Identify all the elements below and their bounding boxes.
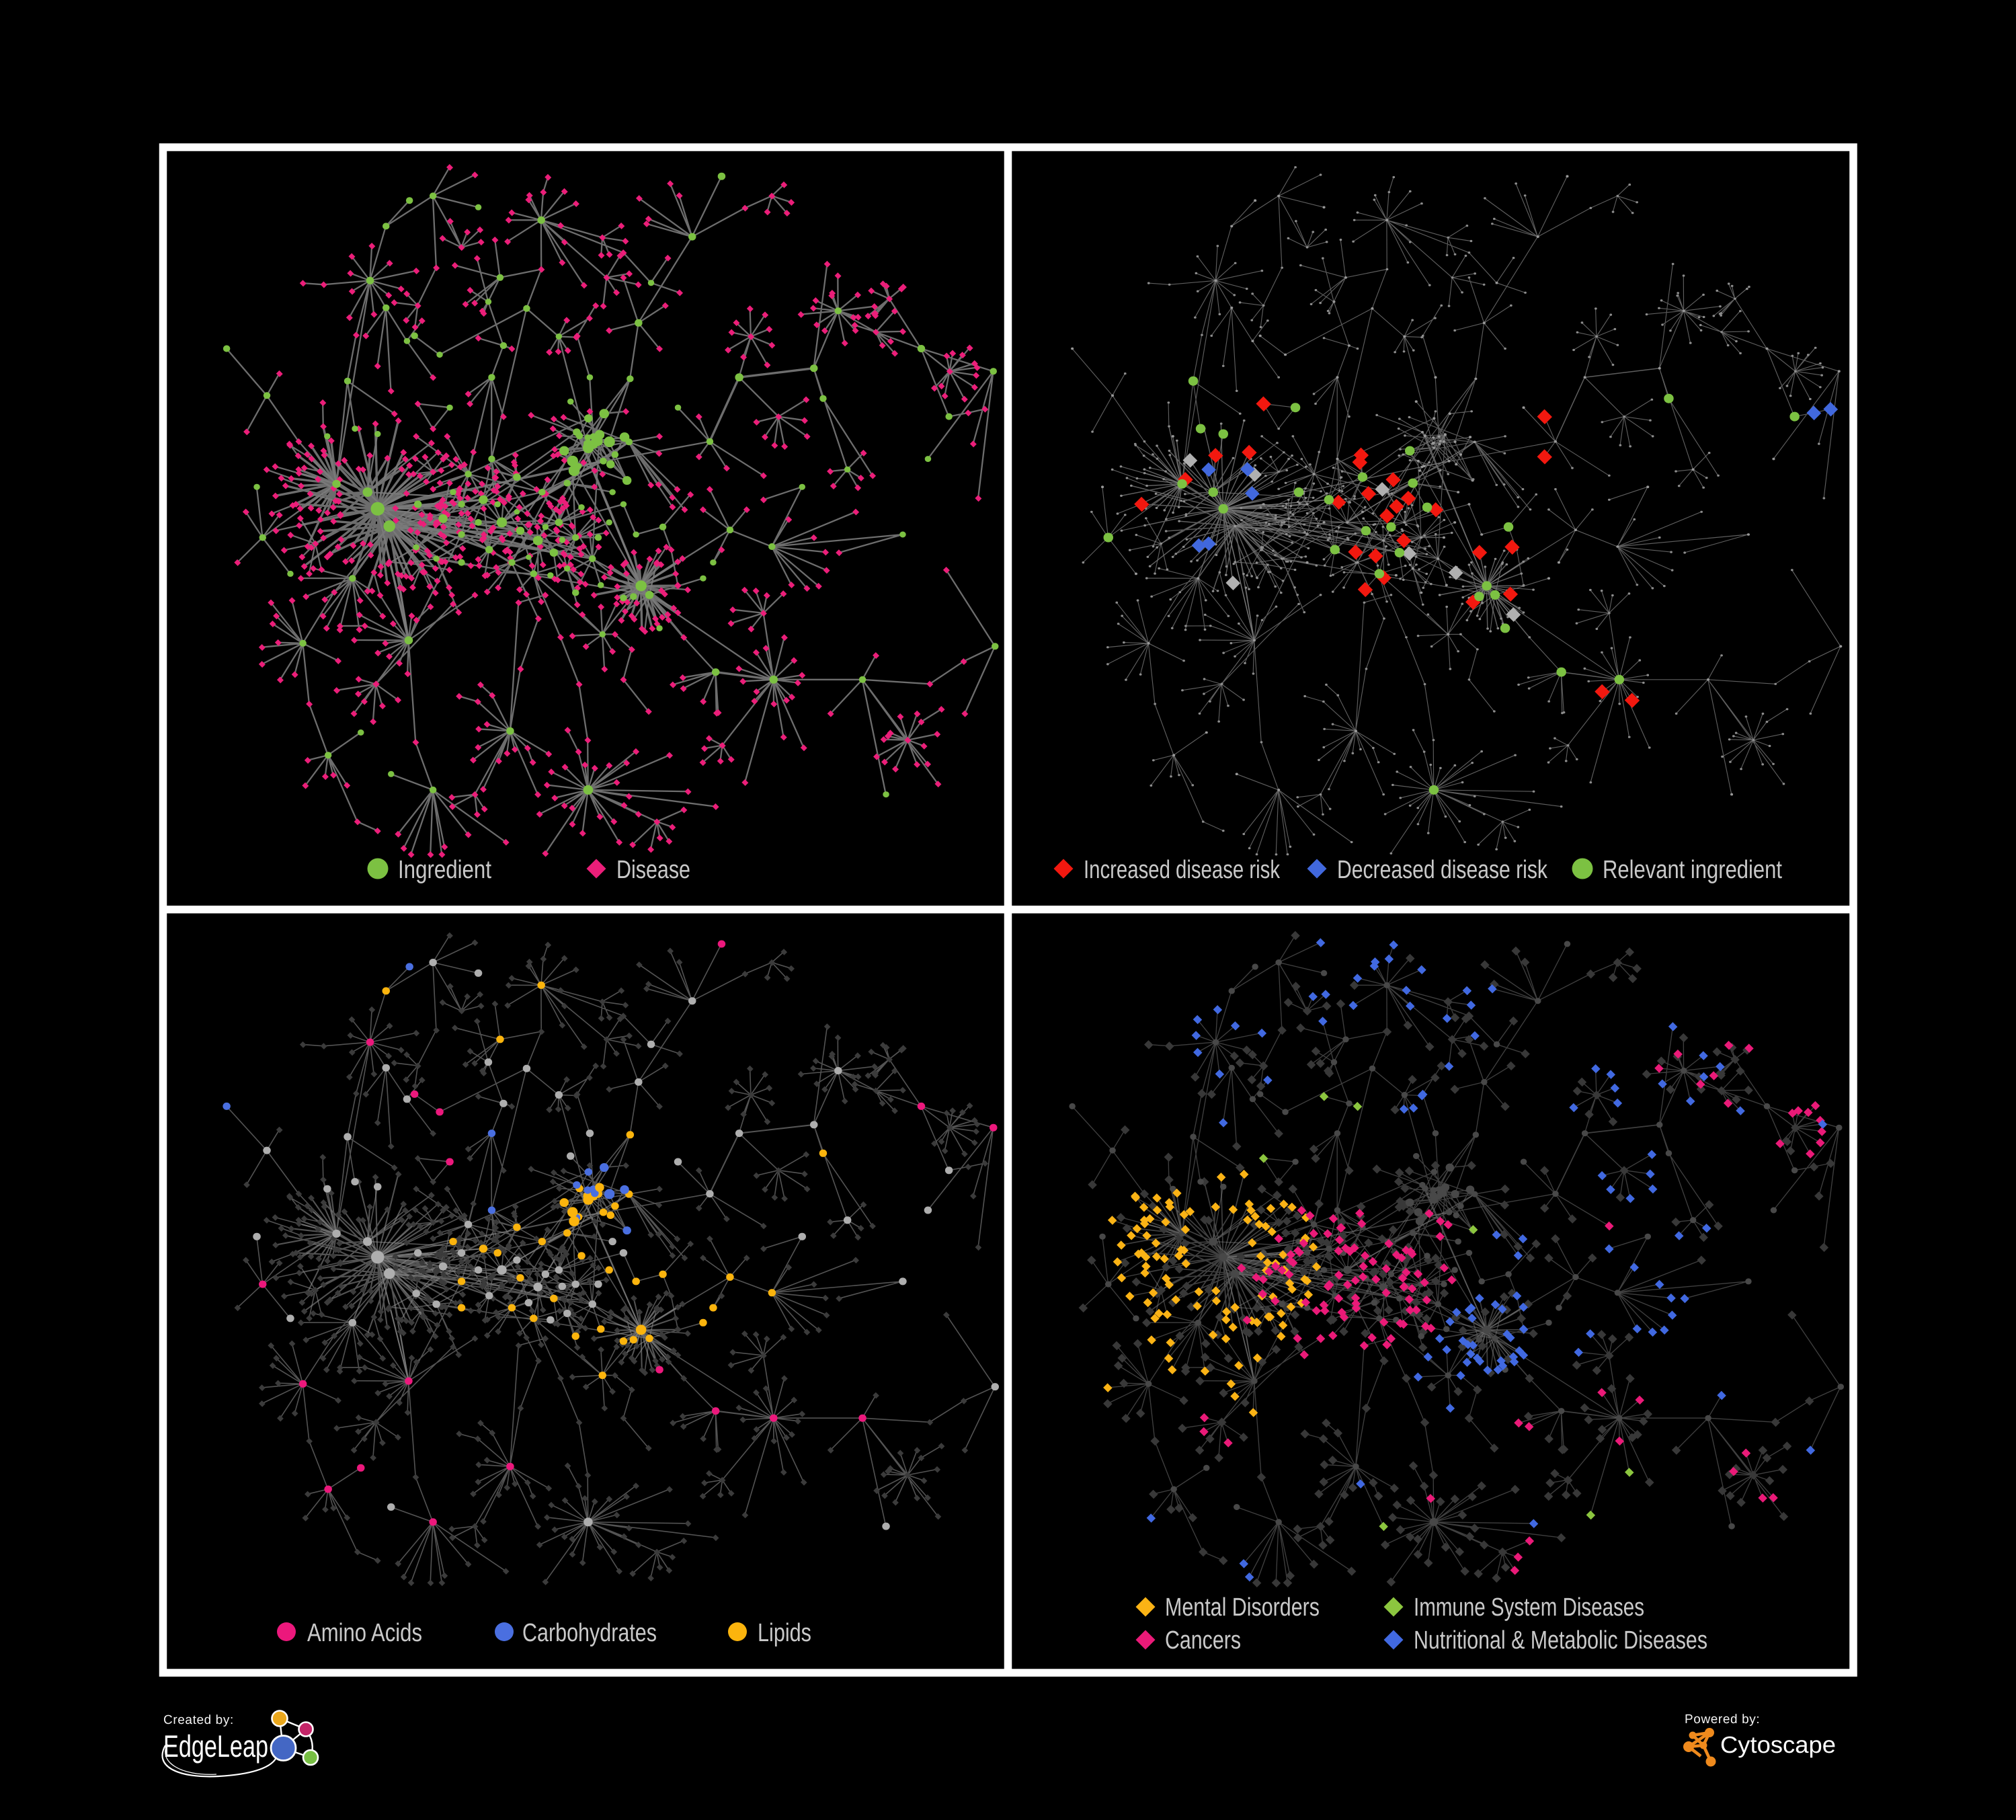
svg-text:Nutritional & Metabolic Diseas: Nutritional & Metabolic Diseases (1414, 1626, 1707, 1655)
svg-text:Immune System Diseases: Immune System Diseases (1414, 1593, 1644, 1622)
svg-text:Disease: Disease (616, 856, 690, 884)
svg-text:Carbohydrates: Carbohydrates (522, 1619, 657, 1647)
svg-text:Powered by:: Powered by: (1685, 1712, 1760, 1727)
svg-text:Amino Acids: Amino Acids (307, 1619, 422, 1647)
svg-text:Ingredient: Ingredient (398, 856, 491, 884)
svg-text:EdgeLeap: EdgeLeap (163, 1729, 268, 1764)
svg-text:Decreased disease risk: Decreased disease risk (1337, 856, 1548, 884)
svg-text:Relevant ingredient: Relevant ingredient (1603, 856, 1782, 884)
svg-text:Mental Disorders: Mental Disorders (1165, 1593, 1320, 1622)
svg-text:Lipids: Lipids (758, 1619, 811, 1647)
svg-text:Cytoscape: Cytoscape (1720, 1732, 1836, 1758)
svg-text:Created by:: Created by: (163, 1713, 234, 1727)
svg-text:Cancers: Cancers (1165, 1626, 1241, 1655)
svg-text:Increased disease risk: Increased disease risk (1084, 856, 1281, 884)
